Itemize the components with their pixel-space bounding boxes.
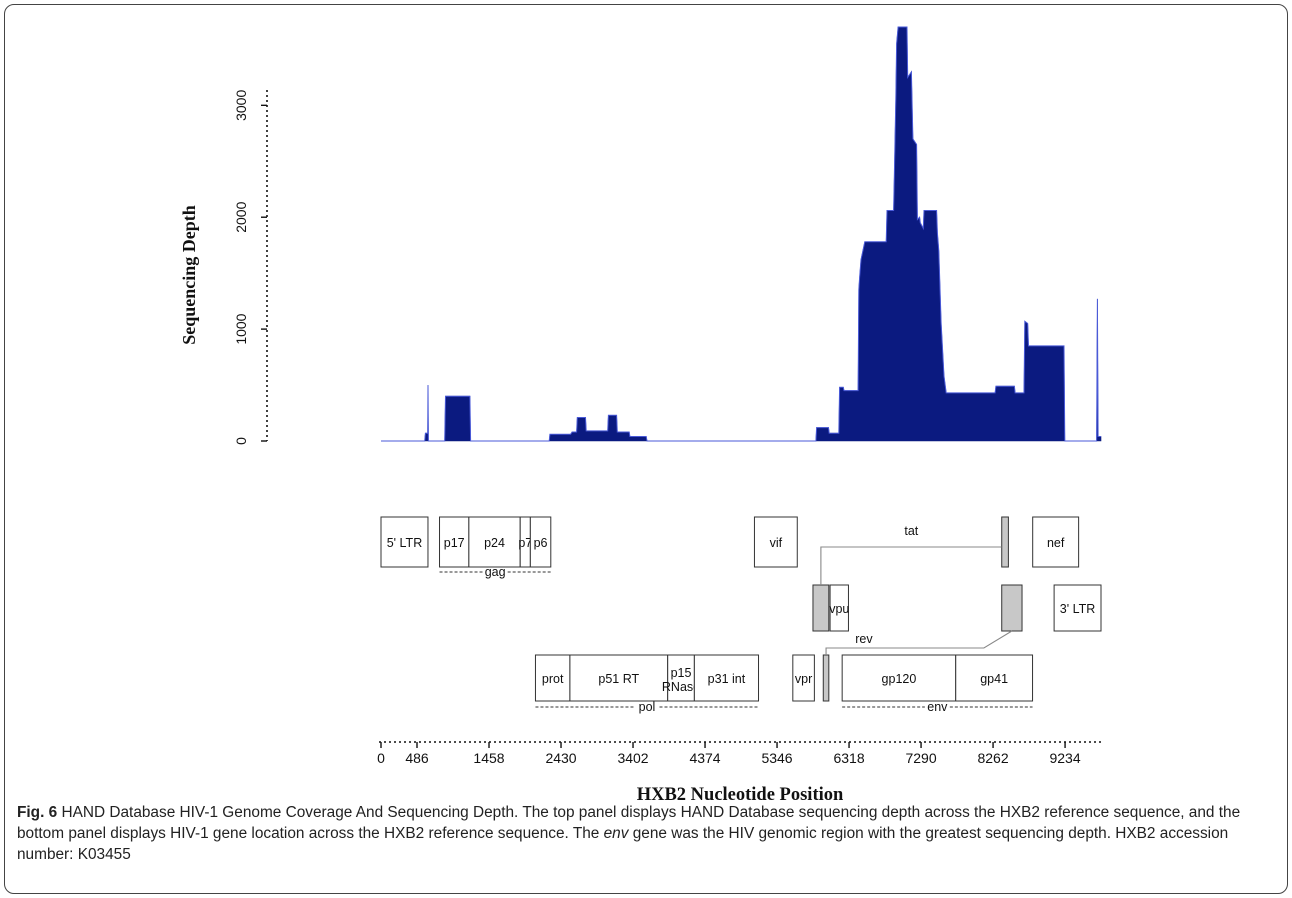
hxb2-coverage-figure: Sequencing Depth 0 1000 2000 3000 5' LTR p17… [179, 26, 1102, 805]
caption-text-part-2: gene was the HIV genomic region with the… [17, 825, 1229, 863]
y-tick-label: 2000 [233, 201, 249, 232]
gene-label-nef: nef [1047, 536, 1065, 550]
gene-label-p17: p17 [444, 536, 465, 550]
gene-label-p7: p7 [518, 536, 532, 550]
y-axis-label: Sequencing Depth [179, 205, 199, 345]
y-tick-group: 0 1000 2000 3000 [233, 90, 267, 445]
gene-box-gp41 [955, 654, 1034, 702]
tat-splice-connector [820, 546, 1002, 585]
coverage-line [381, 26, 1101, 442]
rev-splice-label: rev [855, 632, 873, 646]
gene-label-p15-rnase: p15 RNase [662, 666, 700, 694]
y-tick-label: 1000 [233, 313, 249, 344]
gene-box-p31-int [693, 654, 760, 702]
x-tick-label: 8262 [977, 750, 1008, 766]
x-tick-label: 4374 [689, 750, 720, 766]
gene-label-vif: vif [770, 536, 783, 550]
gene-box-rev [1001, 584, 1023, 632]
gene-label-3-ltr: 3' LTR [1060, 602, 1096, 616]
rev-splice-connector [825, 630, 1013, 655]
polyprotein-label-gag: gag [485, 565, 506, 579]
x-tick-label: 6318 [833, 750, 864, 766]
gene-box-prot [534, 654, 571, 702]
caption-italic-gene: env [603, 825, 629, 842]
tat-splice-label: tat [904, 524, 918, 538]
gene-label-vpu: vpu [829, 602, 849, 616]
coverage-area-group [381, 26, 1102, 442]
x-tick-label: 486 [405, 750, 429, 766]
y-tick-label: 0 [233, 437, 249, 445]
gene-label-p51-rt: p51 RT [598, 672, 639, 686]
x-tick-group: 0 486 1458 2430 3402 4374 5346 6318 7290 8262 9234 [377, 742, 1081, 766]
x-axis-label: HXB2 Nucleotide Position [637, 785, 844, 805]
gene-box-gp120 [841, 654, 957, 702]
gene-label-prot: prot [542, 672, 564, 686]
gene-box-5-ltr [380, 516, 429, 568]
coverage-panel: Sequencing Depth 0 1000 2000 3000 [179, 26, 1102, 445]
gene-box-nef [1032, 516, 1080, 568]
gene-box-p17 [439, 516, 470, 568]
gene-label-p31-int: p31 int [708, 672, 746, 686]
gene-box-vpu [829, 584, 849, 632]
gene-label-p24: p24 [484, 536, 505, 550]
x-tick-label: 7290 [905, 750, 936, 766]
y-tick-label: 3000 [233, 90, 249, 121]
figure-number: Fig. 6 [17, 804, 58, 821]
gene-box-vpr [792, 654, 815, 702]
coverage-area [381, 26, 1102, 442]
gene-label-p6: p6 [534, 536, 548, 550]
gene-box-tat [812, 584, 830, 632]
x-tick-label: 5346 [761, 750, 792, 766]
polyprotein-label-env: env [927, 700, 948, 714]
x-tick-label: 1458 [473, 750, 504, 766]
figure-frame: Sequencing Depth 0 1000 2000 3000 5' LTR p17… [4, 4, 1288, 894]
figure-caption: Fig. 6 HAND Database HIV-1 Genome Covera… [17, 802, 1285, 865]
x-tick-label: 2430 [545, 750, 576, 766]
x-axis-group: 0 486 1458 2430 3402 4374 5346 6318 7290 8262 9234… [377, 741, 1101, 805]
gene-label-gp120: gp120 [882, 672, 917, 686]
gene-box-p6 [529, 516, 552, 568]
gene-label-gp41: gp41 [980, 672, 1008, 686]
gene-map-panel: 5' LTR p17 p24 p7 p6 vif nef vpu 3' LTR prot p51 R… [380, 516, 1102, 714]
gene-box-3-ltr [1053, 584, 1102, 632]
x-tick-label: 0 [377, 750, 385, 766]
polyprotein-label-pol: pol [639, 700, 656, 714]
gene-box-vif [753, 516, 798, 568]
gene-label-vpr: vpr [795, 672, 812, 686]
gene-label-5-ltr: 5' LTR [387, 536, 423, 550]
x-tick-label: 9234 [1049, 750, 1080, 766]
gene-box-rev [822, 654, 830, 702]
gene-box-p15-rnase [667, 654, 695, 702]
x-tick-label: 3402 [617, 750, 648, 766]
gene-box-tat [1001, 516, 1009, 568]
caption-text-part-1: HAND Database HIV-1 Genome Coverage And … [17, 804, 1241, 842]
